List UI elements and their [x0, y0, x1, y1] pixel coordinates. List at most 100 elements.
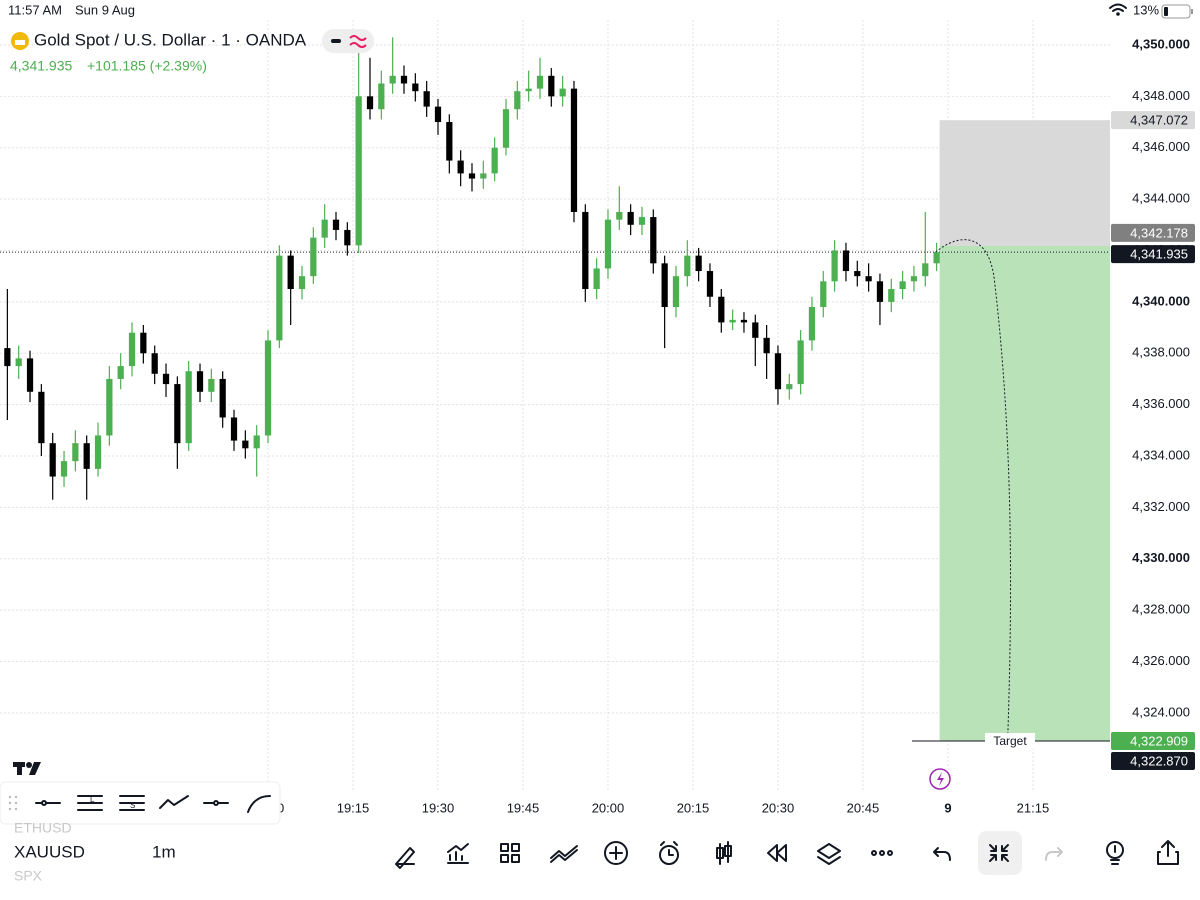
event-icon[interactable] — [929, 768, 951, 790]
candle-body — [502, 109, 510, 148]
indicator-pill[interactable] — [322, 29, 374, 53]
candle-body — [162, 373, 170, 385]
candle-body — [876, 281, 884, 302]
x-tick-label: 20:30 — [762, 800, 795, 815]
candle-body — [491, 147, 498, 174]
candle-body — [933, 252, 940, 264]
candle-body — [174, 384, 181, 444]
price-label: 4,341.935 — [1130, 247, 1188, 262]
y-tick-label: 4,338.000 — [1132, 345, 1190, 360]
candle-body — [15, 358, 22, 367]
candle-body — [242, 440, 249, 449]
more-button[interactable] — [871, 850, 893, 856]
candle-body — [412, 83, 419, 92]
candle-body — [582, 211, 589, 290]
candle-body — [72, 443, 79, 462]
candle-body — [389, 75, 396, 84]
candle-body — [38, 391, 45, 444]
indicators-button[interactable] — [447, 843, 469, 864]
alert-button-part — [660, 841, 678, 856]
symbol-next[interactable]: SPX — [14, 868, 43, 884]
drawing-toolbar-part-part — [119, 795, 145, 811]
candle-body — [865, 276, 872, 282]
candle-body — [26, 358, 34, 392]
candle-body — [219, 378, 226, 418]
bar-type-button[interactable] — [716, 841, 732, 865]
y-tick-label: 4,336.000 — [1132, 396, 1190, 411]
alert-button-part — [659, 845, 679, 865]
candle-body — [344, 229, 351, 246]
tv-logo-part — [29, 762, 41, 775]
candle-body — [446, 122, 453, 161]
redo-button[interactable] — [1045, 847, 1063, 861]
candle-body — [83, 443, 90, 469]
candle-body — [457, 160, 464, 174]
x-tick-label: 21:15 — [1017, 800, 1050, 815]
candle-body — [230, 417, 238, 441]
event-icon-part — [937, 772, 944, 786]
alert-button[interactable] — [659, 841, 679, 865]
target-zone — [939, 245, 1110, 741]
undo-button[interactable] — [933, 847, 951, 861]
add-button[interactable] — [604, 841, 628, 865]
ideas-button[interactable] — [1106, 841, 1124, 865]
candle-body — [276, 255, 283, 341]
last-price: 4,341.935 — [10, 58, 72, 74]
replay-button[interactable] — [767, 844, 787, 862]
candle-body — [4, 348, 11, 367]
drawing-toolbar-part-part — [14, 807, 18, 811]
candle-body — [480, 173, 487, 179]
x-tick-label: 20:45 — [847, 800, 880, 815]
tool-l: L — [90, 795, 95, 804]
candle-body — [808, 307, 816, 341]
add-button-part — [604, 841, 628, 865]
price-label: 4,342.178 — [1130, 225, 1188, 240]
price-label-bg — [1111, 111, 1195, 130]
y-tick-label: 4,344.000 — [1132, 191, 1190, 206]
drawing-toolbar-part-part — [77, 795, 103, 811]
share-button[interactable] — [1157, 840, 1179, 865]
tv-logo — [13, 762, 41, 775]
drawing-toolbar-part-part — [41, 800, 47, 806]
layouts-button[interactable] — [500, 843, 520, 863]
symbol-prev[interactable]: ETHUSD — [14, 820, 72, 836]
candle-body — [468, 173, 476, 179]
drawing-toolbar-part-part — [247, 795, 271, 813]
price-change: +101.185 (+2.39%) — [87, 58, 207, 74]
candle-body — [820, 281, 827, 308]
interval[interactable]: 1m — [152, 842, 176, 861]
projection-curve — [935, 239, 1012, 741]
price-label-bg — [1111, 245, 1195, 264]
candle-body — [525, 88, 532, 92]
compare-button[interactable] — [550, 845, 578, 863]
collapse-button[interactable] — [989, 844, 1009, 862]
y-tick-label: 4,334.000 — [1132, 447, 1190, 462]
candle-body — [774, 353, 782, 390]
candle-body — [706, 271, 714, 297]
price-label: 4,347.072 — [1130, 113, 1188, 128]
symbol-current[interactable]: XAUUSD — [14, 842, 85, 861]
candle-body — [650, 217, 657, 264]
add-button-part — [609, 846, 623, 860]
drawing-toolbar-part-part — [8, 807, 12, 811]
candle-body — [378, 83, 385, 110]
price-label: 4,322.909 — [1130, 733, 1188, 748]
tv-logo-part — [17, 762, 22, 775]
candle-body — [196, 371, 204, 392]
layers-button[interactable] — [817, 843, 841, 865]
candle-body — [763, 337, 770, 354]
symbol-title[interactable]: Gold Spot / U.S. Dollar · 1 · OANDA — [34, 30, 307, 49]
candle-body — [536, 75, 544, 89]
candle-body — [831, 250, 838, 282]
pen-button[interactable] — [395, 847, 415, 869]
y-tick-label: 4,350.000 — [1132, 36, 1190, 51]
drawing-toolbar-part-part — [213, 800, 219, 806]
indicator-pill-part — [331, 39, 341, 43]
drawing-toolbar-part-part — [14, 795, 18, 799]
candle-body — [559, 88, 566, 97]
drawing-toolbar-part-part — [8, 795, 12, 799]
candle-body — [332, 219, 340, 230]
battery-icon-part — [1161, 4, 1191, 19]
